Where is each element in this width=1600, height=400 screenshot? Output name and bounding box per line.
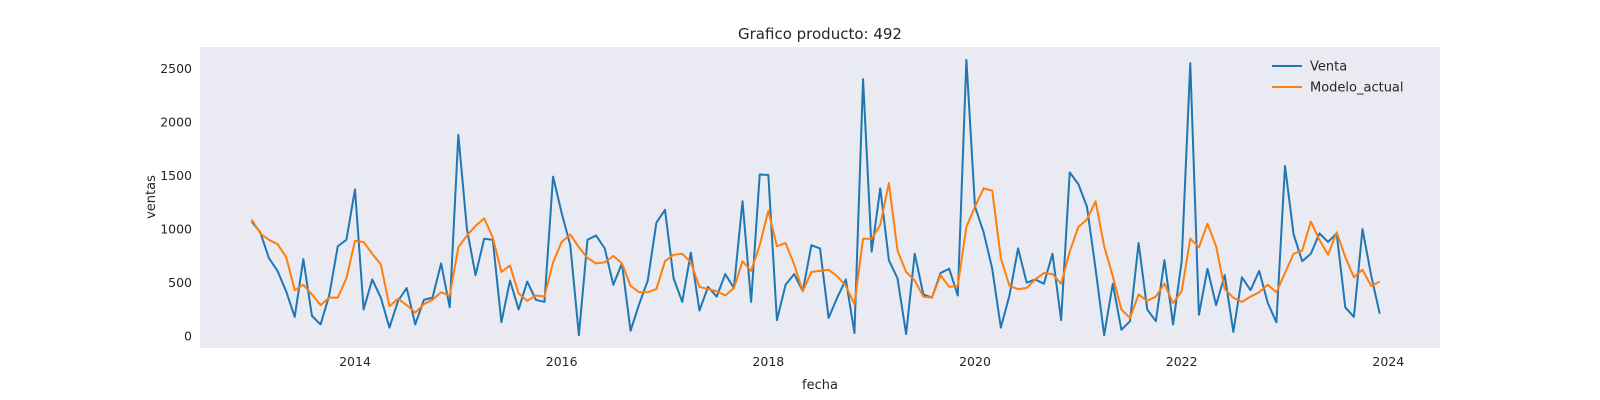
- y-axis: 0 500 1000 1500 2000 2500: [160, 61, 192, 344]
- x-tick-label: 2024: [1372, 354, 1404, 369]
- legend: Venta Modelo_actual: [1272, 60, 1404, 96]
- legend-label: Modelo_actual: [1310, 81, 1404, 96]
- x-tick-label: 2020: [959, 354, 991, 369]
- y-tick-label: 0: [184, 329, 192, 344]
- chart-title: Grafico producto: 492: [738, 25, 902, 43]
- x-tick-label: 2022: [1166, 354, 1198, 369]
- series-line-modelo_actual: [250, 182, 1381, 320]
- x-axis: 2014 2016 2018 2020 2022 2024: [339, 354, 1404, 369]
- x-tick-label: 2016: [546, 354, 578, 369]
- y-tick-label: 2000: [160, 114, 192, 129]
- x-axis-label: fecha: [802, 378, 838, 393]
- legend-label: Venta: [1310, 60, 1347, 75]
- x-tick-label: 2018: [752, 354, 784, 369]
- plot-background: [200, 47, 1440, 348]
- y-tick-label: 2500: [160, 61, 192, 76]
- series-line-venta: [250, 58, 1381, 337]
- y-axis-label: ventas: [144, 175, 159, 219]
- x-tick-label: 2014: [339, 354, 371, 369]
- y-tick-label: 500: [168, 275, 192, 290]
- y-tick-label: 1000: [160, 222, 192, 237]
- series-lines: [250, 58, 1381, 337]
- y-tick-label: 1500: [160, 168, 192, 183]
